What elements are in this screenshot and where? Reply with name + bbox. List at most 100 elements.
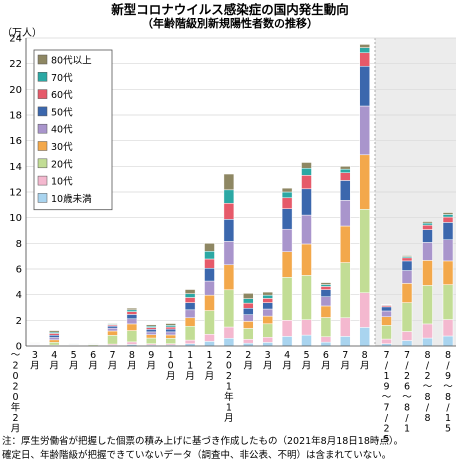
- y-tick-label: 4: [16, 290, 22, 301]
- bar-segment: [320, 284, 332, 287]
- bar-segment: [340, 336, 351, 347]
- bar-segment: [401, 302, 413, 332]
- bar-segment: [243, 293, 254, 299]
- bar-segment: [165, 338, 176, 344]
- legend-swatch: [37, 106, 48, 117]
- bar-segment: [49, 337, 60, 341]
- bar-segment: [359, 209, 370, 293]
- bar-segment: [223, 289, 235, 328]
- bar-segment: [340, 262, 351, 319]
- bar-segment: [320, 317, 332, 338]
- bar-segment: [381, 338, 392, 344]
- bar-segment: [301, 319, 312, 336]
- bar-segment: [422, 323, 433, 339]
- bar-segment: [301, 162, 312, 169]
- bar-stack: [146, 324, 157, 347]
- bar-segment: [243, 298, 254, 304]
- legend-swatch: [37, 175, 48, 186]
- bar-segment: [49, 333, 60, 336]
- bar-segment: [442, 335, 454, 347]
- chart-title: 新型コロナウイルス感染症の国内発生動向: [111, 2, 349, 17]
- bar-segment: [223, 338, 235, 347]
- bar-segment: [381, 316, 392, 326]
- bar-segment: [422, 285, 433, 325]
- bar-segment: [320, 341, 332, 347]
- bar-segment: [204, 258, 215, 269]
- bar-segment: [442, 239, 454, 262]
- bar-segment: [126, 318, 138, 325]
- bar-segment: [340, 180, 351, 201]
- bar-segment: [126, 323, 138, 331]
- legend-swatch: [37, 141, 48, 151]
- x-tick-label: 7/1 9 ～ 7/2 5: [382, 350, 392, 445]
- bar-segment: [243, 314, 254, 322]
- bar-segment: [281, 277, 293, 321]
- footnote-line-2: 確定日、年齢階級が把握できていないデータ（調査中、非公表、不明）は含まれていない…: [2, 449, 391, 461]
- bar-segment: [243, 342, 254, 347]
- bar-segment: [184, 302, 196, 311]
- legend-swatch: [37, 193, 48, 203]
- bar-stack: [223, 173, 235, 347]
- bar-segment: [262, 308, 273, 317]
- bar-segment: [301, 168, 312, 176]
- bar-segment: [165, 325, 176, 328]
- bar-segment: [223, 264, 235, 291]
- bar-segment: [359, 105, 370, 156]
- bar-segment: [146, 324, 157, 327]
- bar-segment: [204, 267, 215, 282]
- legend-label: 20代: [51, 159, 73, 170]
- bar-segment: [401, 260, 413, 271]
- bar-segment: [49, 339, 60, 343]
- bar-stack: [359, 44, 370, 347]
- bar-segment: [204, 310, 215, 335]
- y-tick-label: 0: [16, 342, 22, 353]
- bar-segment: [281, 228, 293, 252]
- bar-segment: [301, 214, 312, 245]
- bar-segment: [262, 291, 273, 296]
- bar-segment: [243, 302, 254, 309]
- legend-label: 70代: [51, 73, 73, 84]
- bar-segment: [146, 337, 157, 344]
- bar-segment: [126, 341, 138, 345]
- bar-segment: [401, 283, 413, 303]
- legend-swatch: [37, 54, 48, 65]
- y-tick-label: 8: [16, 239, 22, 250]
- bar-stack: [204, 243, 215, 347]
- bar-segment: [262, 315, 273, 325]
- y-tick-label: 14: [9, 162, 22, 173]
- bar-segment: [243, 321, 254, 329]
- legend-swatch: [37, 72, 48, 82]
- bar-segment: [401, 255, 413, 257]
- legend-label: 40代: [51, 125, 73, 136]
- bar-segment: [442, 319, 454, 337]
- bar-segment: [223, 173, 235, 191]
- bar-segment: [107, 325, 118, 329]
- y-tick-label: 12: [9, 188, 22, 199]
- bar-segment: [204, 294, 215, 311]
- bar-segment: [49, 334, 60, 338]
- bar-segment: [401, 340, 413, 347]
- legend-item: 10歳未満: [37, 193, 92, 205]
- bar-segment: [184, 297, 196, 303]
- bar-segment: [359, 292, 370, 328]
- y-tick-label: 10: [9, 213, 22, 224]
- bar-segment: [204, 243, 215, 252]
- bar-segment: [126, 314, 138, 320]
- bar-segment: [442, 216, 454, 223]
- bar-segment: [422, 224, 433, 230]
- bar-segment: [49, 342, 60, 346]
- bar-segment: [165, 331, 176, 336]
- bar-segment: [401, 257, 413, 262]
- bar-segment: [184, 325, 196, 341]
- bar-segment: [442, 260, 454, 285]
